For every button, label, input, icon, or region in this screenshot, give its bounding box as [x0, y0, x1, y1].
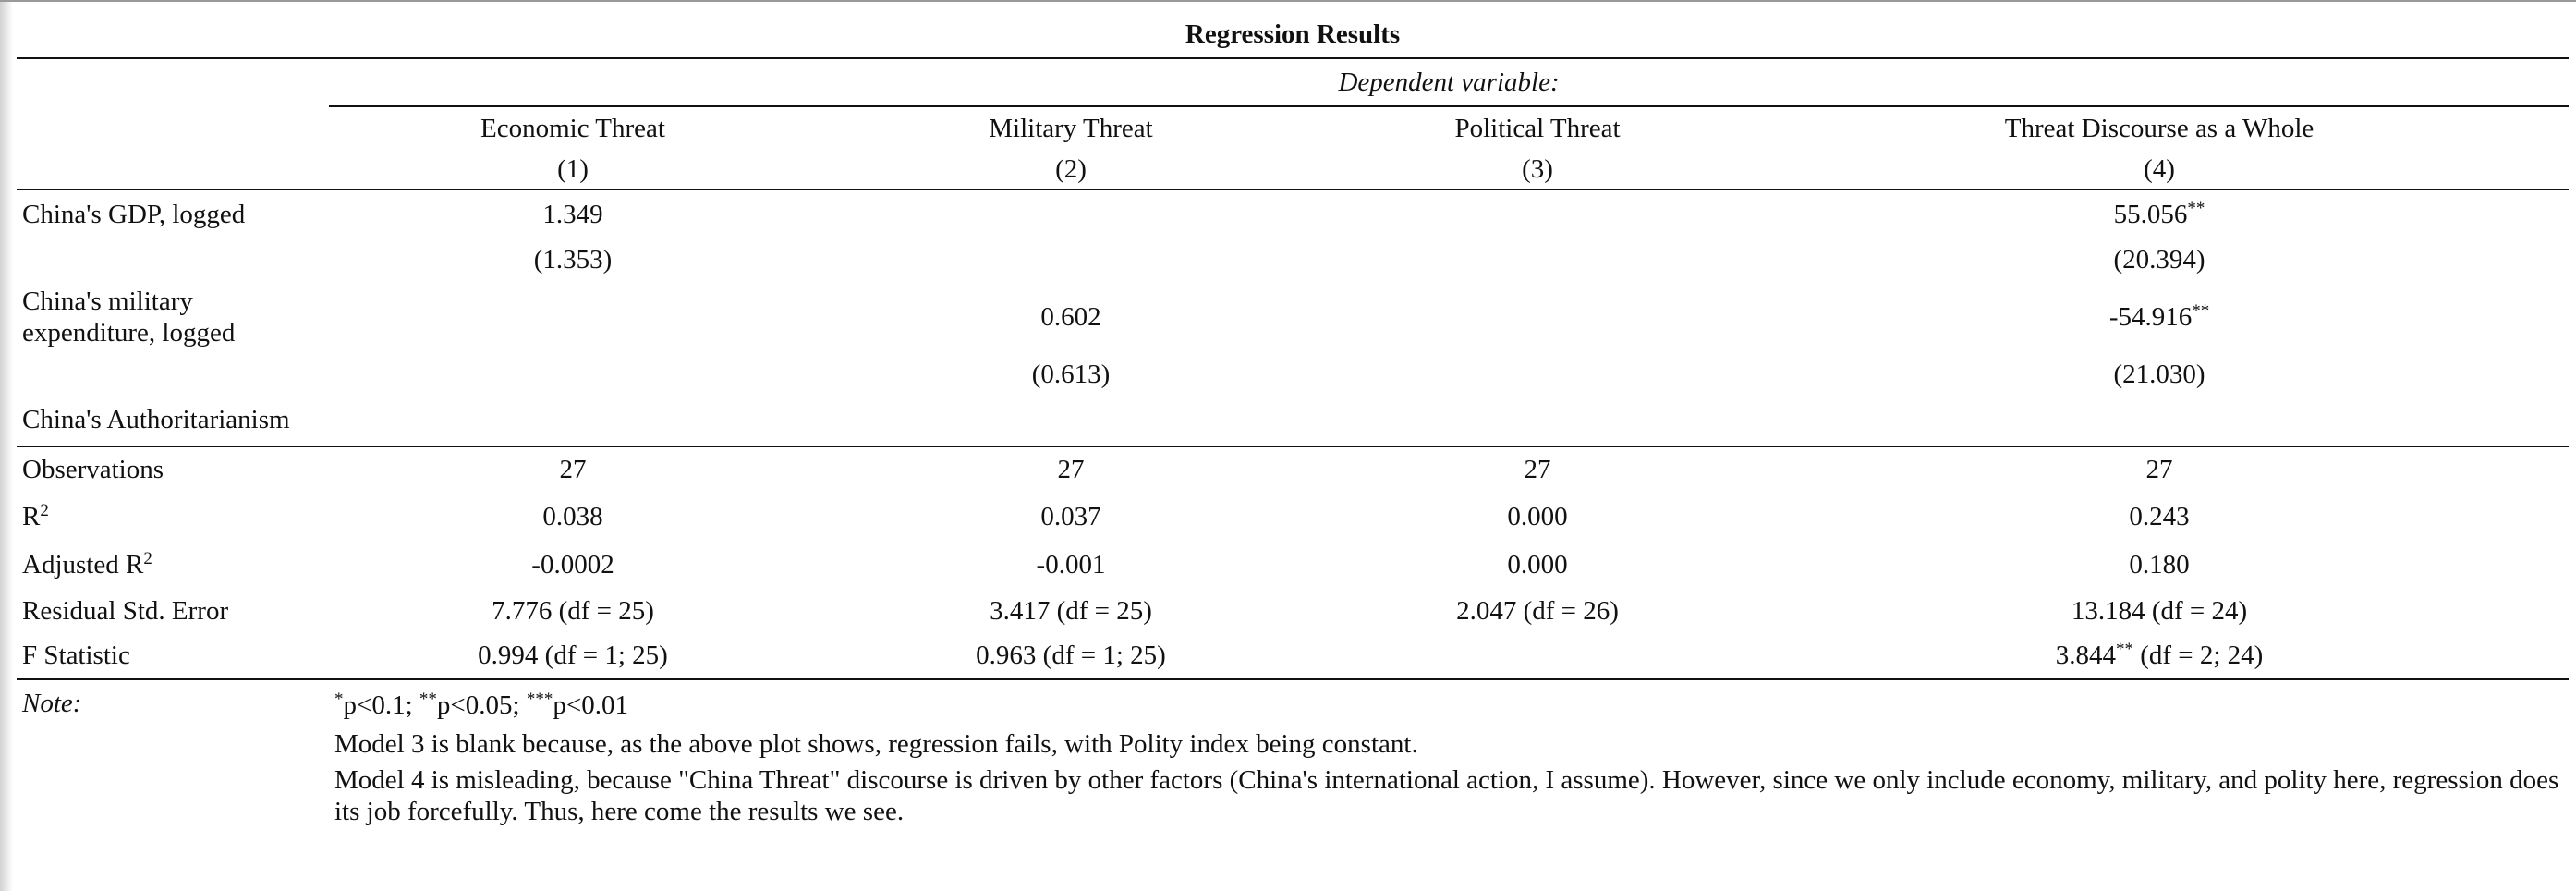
note-row: Model 3 is blank because, as the above p… [17, 724, 2569, 764]
top-border [0, 0, 2576, 2]
table-row: China's military expenditure, logged 0.60… [17, 280, 2569, 354]
se-mil-3 [1325, 354, 1750, 395]
sig-stars: ** [2192, 300, 2210, 321]
stat-label-f: F Statistic [22, 641, 130, 671]
stat-label-adj-r2: Adjusted R2 [22, 548, 152, 580]
column-number-1: (1) [557, 154, 589, 185]
column-number-3: (3) [1522, 154, 1553, 185]
se-mil-4: (21.030) [2113, 359, 2205, 389]
se-gdp-3 [1325, 239, 1750, 280]
note-model-3: Model 3 is blank because, as the above p… [334, 728, 1418, 759]
coef-mil-3 [1325, 280, 1750, 354]
note-row: Model 4 is misleading, because "China Th… [17, 764, 2569, 827]
row-label-gdp: China's GDP, logged [17, 189, 329, 239]
table-row: F Statistic 0.994 (df = 1; 25) 0.963 (df… [17, 633, 2569, 679]
coef-gdp-2 [817, 189, 1325, 239]
table-row: Residual Std. Error 7.776 (df = 25) 3.41… [17, 589, 2569, 633]
stat-label-rse: Residual Std. Error [22, 595, 229, 626]
obs-1: 27 [329, 446, 817, 493]
stat-label-observations: Observations [17, 446, 329, 493]
obs-4: 27 [1750, 446, 2570, 493]
column-header-3: Political Threat [1454, 114, 1621, 144]
r2-4: 0.243 [2129, 501, 2190, 531]
f-1: 0.994 (df = 1; 25) [478, 641, 668, 671]
se-mil-1 [329, 354, 817, 395]
row-label-authoritarianism: China's Authoritarianism [22, 405, 290, 435]
column-number-4: (4) [2144, 154, 2175, 185]
note-model-4: Model 4 is misleading, because "China Th… [334, 765, 2559, 827]
sig-stars: ** [2187, 199, 2205, 219]
dependent-variable-label: Dependent variable: [329, 57, 2570, 107]
table-title: Regression Results [1185, 18, 1401, 49]
se-gdp-1: (1.353) [533, 244, 613, 275]
row-label-military: China's military expenditure, logged [22, 286, 236, 348]
coef-gdp-4: 55.056** [1750, 189, 2570, 239]
rse-1: 7.776 (df = 25) [492, 595, 654, 626]
f-3 [1325, 633, 1750, 679]
coef-gdp-1: 1.349 [329, 189, 817, 239]
obs-2: 27 [817, 446, 1325, 493]
adjr2-4: 0.180 [2129, 549, 2190, 580]
left-edge-shade [0, 2, 13, 891]
se-gdp-2 [817, 239, 1325, 280]
table-row: China's GDP, logged 1.349 55.056** [17, 189, 2570, 239]
table-row: (1.353) (20.394) [17, 239, 2569, 280]
adjr2-3: 0.000 [1507, 549, 1568, 580]
column-number-2: (2) [1055, 154, 1087, 185]
significance-note: *p<0.1; **p<0.05; ***p<0.01 [329, 678, 2570, 724]
se-gdp-4: (20.394) [2113, 244, 2205, 275]
adjr2-2: -0.001 [1036, 549, 1106, 580]
table-row: Adjusted R2 -0.0002 -0.001 0.000 0.180 [17, 541, 2569, 589]
rse-2: 3.417 (df = 25) [990, 595, 1152, 626]
regression-table: Regression Results Dependent variable: E… [17, 11, 2570, 827]
coef-gdp-3 [1325, 189, 1750, 239]
r2-1: 0.038 [542, 501, 603, 531]
table-row: China's Authoritarianism [17, 395, 2569, 446]
f-4: 3.844** (df = 2; 24) [2055, 640, 2264, 671]
column-header-1: Economic Threat [480, 114, 665, 144]
note-row: Note: *p<0.1; **p<0.05; ***p<0.01 [17, 678, 2570, 724]
se-mil-2: (0.613) [1031, 359, 1111, 389]
table-row: Observations 27 27 27 27 [17, 446, 2570, 493]
note-label: Note: [17, 678, 329, 724]
r2-3: 0.000 [1507, 501, 1568, 531]
f-2: 0.963 (df = 1; 25) [976, 641, 1166, 671]
coef-mil-2: 0.602 [1040, 301, 1101, 332]
rse-4: 13.184 (df = 24) [2071, 595, 2248, 626]
table-row: R2 0.038 0.037 0.000 0.243 [17, 493, 2569, 541]
r2-2: 0.037 [1040, 501, 1101, 531]
obs-3: 27 [1325, 446, 1750, 493]
coef-mil-1 [329, 280, 817, 354]
column-header-4: Threat Discourse as a Whole [2004, 114, 2315, 144]
stat-label-r2: R2 [22, 500, 49, 531]
table-row: (0.613) (21.030) [17, 354, 2569, 395]
adjr2-1: -0.0002 [531, 549, 614, 580]
coef-mil-4: -54.916** [2108, 300, 2210, 332]
column-header-2: Military Threat [989, 114, 1153, 144]
rse-3: 2.047 (df = 26) [1456, 595, 1619, 626]
